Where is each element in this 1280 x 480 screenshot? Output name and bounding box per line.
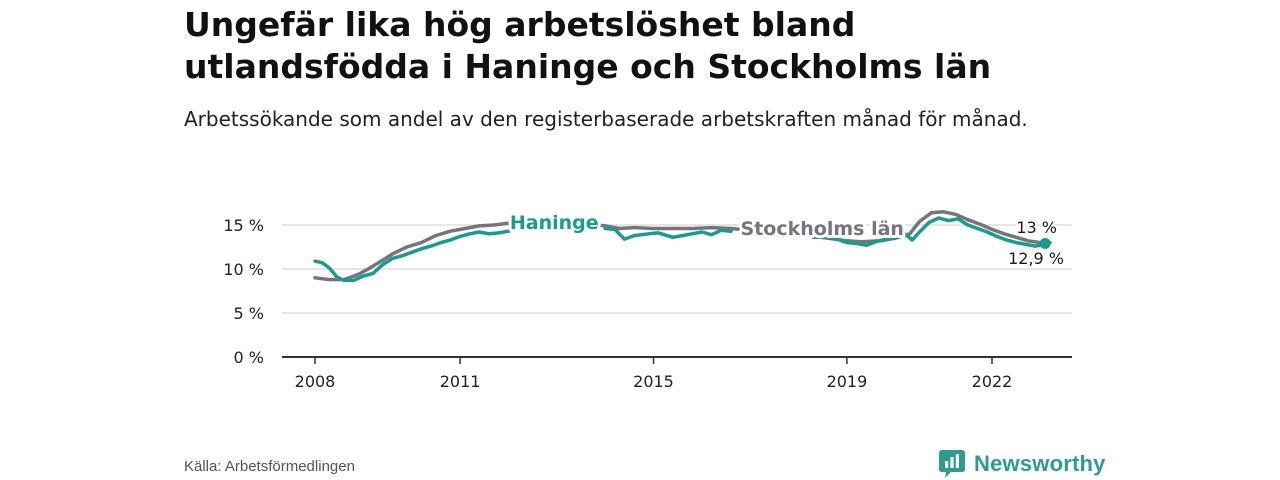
brand-logo[interactable]: Newsworthy xyxy=(938,448,1106,480)
series-lines xyxy=(313,210,1052,283)
brand-name: Newsworthy xyxy=(974,451,1106,476)
y-tick-label: 10 % xyxy=(223,260,264,279)
series-line-haninge-2 xyxy=(811,216,1047,248)
x-tick-label: 2008 xyxy=(295,372,336,391)
newsworthy-logo-icon xyxy=(939,450,965,478)
end-point-haninge xyxy=(1039,237,1051,249)
x-tick-label: 2019 xyxy=(827,372,868,391)
series-line-haninge-0 xyxy=(313,226,537,283)
end-label-haninge: 12,9 % xyxy=(1008,249,1064,268)
gridlines xyxy=(282,224,1072,314)
series-label-haninge: Haninge xyxy=(510,212,599,234)
series-line-haninge-1 xyxy=(603,226,733,241)
end-label-stockholms-lan: 13 % xyxy=(1016,218,1057,237)
line-chart: 0 % 5 % 10 % 15 % 2008 2011 2015 2019 2022 Hanin… xyxy=(223,209,1072,391)
source-note: Källa: Arbetsförmedlingen xyxy=(184,458,355,475)
x-tick-label: 2015 xyxy=(633,372,674,391)
y-tick-label: 15 % xyxy=(223,216,264,235)
y-tick-label: 5 % xyxy=(234,304,264,323)
y-tick-label: 0 % xyxy=(234,348,264,367)
x-tick-label: 2011 xyxy=(440,372,481,391)
axes: 0 % 5 % 10 % 15 % 2008 2011 2015 2019 2022 xyxy=(223,216,1072,391)
chart-title: Ungefär lika hög arbetslöshet bland utla… xyxy=(184,5,992,86)
chart-subtitle: Arbetssökande som andel av den registerb… xyxy=(184,107,1028,131)
series-line-stockholms-lan xyxy=(313,210,1052,282)
x-tick-label: 2022 xyxy=(972,372,1013,391)
series-labels: Haninge Stockholms län 13 % 12,9 % xyxy=(507,209,1066,270)
series-label-stockholms-lan: Stockholms län xyxy=(741,218,904,240)
